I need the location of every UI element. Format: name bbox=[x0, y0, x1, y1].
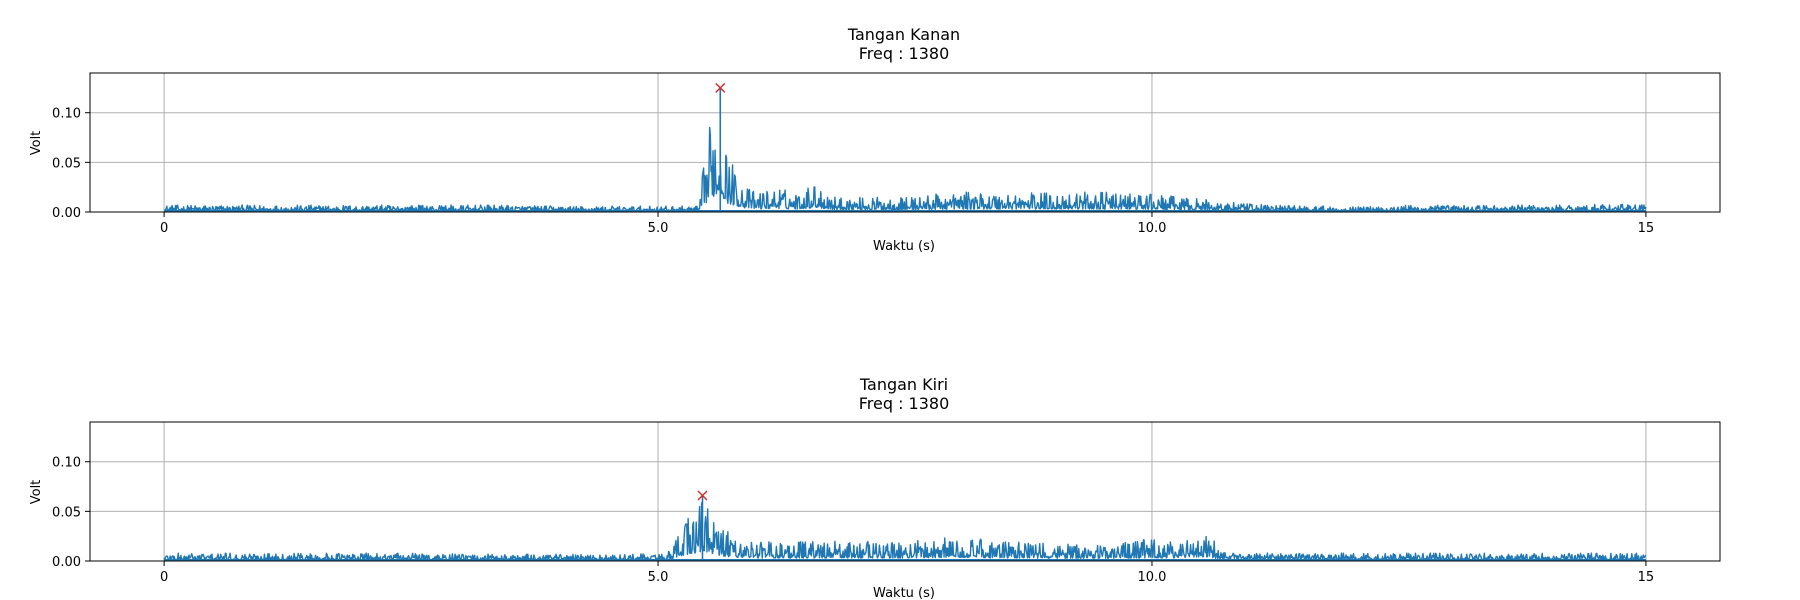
x-axis-label: Waktu (s) bbox=[873, 586, 935, 600]
chart-panel-right-hand: Tangan Kanan Freq : 1380 0 5.0 10.0 15 0.00 0… bbox=[29, 25, 1721, 254]
y-tick-label: 0.05 bbox=[52, 505, 81, 520]
peak-marker-stroke bbox=[697, 490, 708, 501]
chart-title-line1: Tangan Kiri bbox=[859, 375, 948, 394]
x-tick-label: 0 bbox=[160, 221, 168, 236]
y-tick-label: 0.10 bbox=[52, 107, 81, 122]
y-axis-label: Volt bbox=[29, 131, 44, 156]
plot-frame bbox=[89, 421, 1721, 562]
chart-title-line1: Tangan Kanan bbox=[847, 25, 960, 44]
x-tick-label: 5.0 bbox=[648, 221, 669, 236]
peak-marker-stroke bbox=[715, 82, 726, 93]
x-axis-label: Waktu (s) bbox=[873, 239, 935, 254]
x-tick-label: 5.0 bbox=[648, 570, 669, 585]
y-tick-label: 0.10 bbox=[52, 456, 81, 471]
y-tick-label: 0.00 bbox=[52, 555, 81, 570]
plot-frame bbox=[89, 72, 1721, 213]
y-tick-label: 0.00 bbox=[52, 206, 81, 221]
x-tick-label: 10.0 bbox=[1137, 221, 1166, 236]
chart-panel-left-hand: Tangan Kiri Freq : 1380 0 5.0 10.0 15 0.00 0.… bbox=[29, 375, 1721, 600]
chart-title-line2: Freq : 1380 bbox=[859, 44, 950, 63]
x-tick-label: 10.0 bbox=[1137, 570, 1166, 585]
peak-marker bbox=[697, 490, 708, 501]
y-tick-label: 0.05 bbox=[52, 156, 81, 171]
x-tick-label: 15 bbox=[1638, 570, 1655, 585]
x-tick-label: 15 bbox=[1638, 221, 1655, 236]
x-tick-label: 0 bbox=[160, 570, 168, 585]
signal-line bbox=[164, 126, 1647, 212]
chart-title-line2: Freq : 1380 bbox=[859, 394, 950, 413]
peak-marker bbox=[715, 82, 726, 93]
y-axis-label: Volt bbox=[29, 480, 44, 505]
